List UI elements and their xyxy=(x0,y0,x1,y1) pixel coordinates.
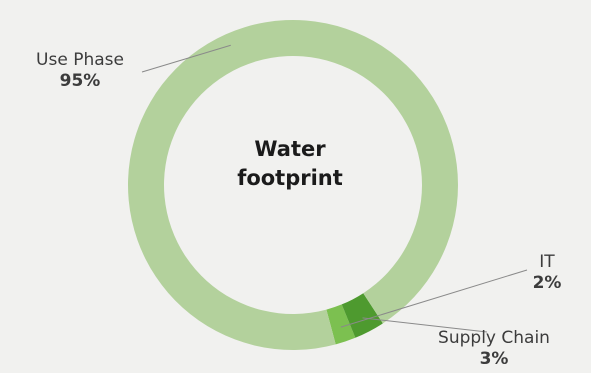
label-use-phase: Use Phase 95% xyxy=(16,50,144,92)
donut-slices xyxy=(128,19,459,350)
chart-title: Water footprint xyxy=(237,137,343,190)
leader-line-use-phase xyxy=(141,44,231,73)
leader-lines xyxy=(141,44,528,333)
leader-line-it xyxy=(340,269,528,328)
label-use-phase-name: Use Phase xyxy=(36,50,124,70)
label-supply-chain: Supply Chain 3% xyxy=(414,328,574,370)
label-it: IT 2% xyxy=(518,252,576,294)
label-supply-chain-name: Supply Chain xyxy=(438,328,550,348)
slice-it xyxy=(326,304,356,345)
slice-supply-chain xyxy=(341,293,383,338)
label-it-name: IT xyxy=(539,252,555,272)
label-it-value: 2% xyxy=(532,273,562,293)
leader-line-supply-chain xyxy=(362,317,488,333)
label-supply-chain-value: 3% xyxy=(479,349,509,369)
label-use-phase-value: 95% xyxy=(59,71,101,91)
